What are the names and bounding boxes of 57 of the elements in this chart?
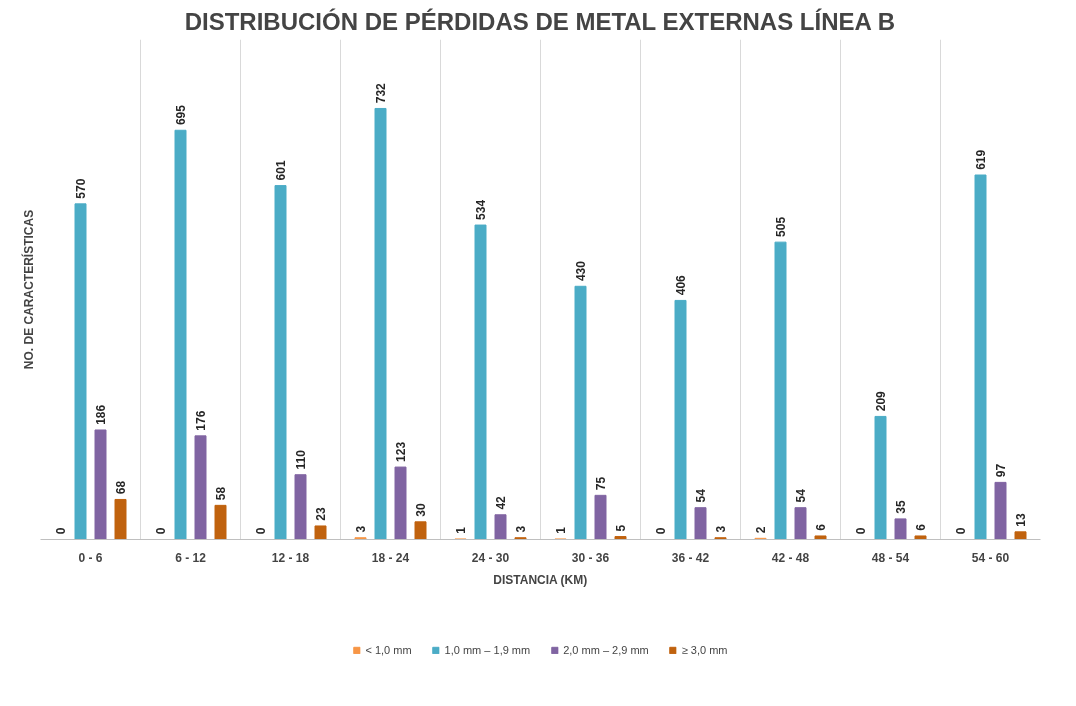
data-label: 732 [374, 82, 388, 104]
x-tick-label: 24 - 30 [471, 550, 510, 565]
data-label: 406 [674, 274, 688, 296]
data-label: 13 [1014, 513, 1028, 527]
data-label: 110 [294, 449, 308, 470]
legend-label: < 1,0 mm [365, 643, 412, 656]
data-label: 1 [454, 526, 468, 534]
data-label: 123 [394, 441, 408, 462]
x-tick-label: 36 - 42 [671, 550, 710, 565]
data-label: 23 [314, 507, 328, 521]
x-tick-label: 18 - 24 [371, 550, 410, 565]
data-label: 430 [574, 260, 588, 282]
data-label: 0 [54, 527, 68, 535]
legend-label: 2,0 mm – 2,9 mm [563, 643, 649, 656]
x-tick-label: 0 - 6 [78, 550, 103, 565]
data-label: 42 [494, 495, 508, 510]
legend-label: 1,0 mm – 1,9 mm [444, 643, 531, 656]
data-label: 54 [794, 488, 808, 503]
legend-label: ≥ 3,0 mm [681, 643, 728, 656]
data-label: 6 [814, 523, 828, 531]
data-label: 0 [254, 527, 268, 535]
data-label: 534 [474, 199, 488, 220]
x-tick-label: 6 - 12 [175, 550, 207, 565]
data-label: 619 [974, 149, 988, 170]
data-label: 3 [714, 525, 728, 533]
data-label: 54 [694, 488, 708, 503]
data-label: 209 [874, 390, 888, 412]
data-label: 601 [274, 160, 288, 181]
data-label: 570 [74, 178, 88, 199]
data-label: 186 [94, 404, 108, 425]
x-tick-label: 54 - 60 [971, 550, 1010, 565]
x-tick-label: 42 - 48 [771, 550, 810, 565]
data-label: 1 [554, 526, 568, 534]
data-label: 3 [514, 525, 528, 533]
data-label: 505 [774, 216, 788, 237]
x-axis-title: DISTANCIA (KM) [493, 572, 588, 587]
x-tick-label: 30 - 36 [571, 550, 610, 565]
data-label: 3 [354, 525, 368, 533]
data-label: 68 [114, 480, 128, 495]
data-label: 0 [154, 527, 168, 535]
data-label: 176 [194, 410, 208, 431]
chart-title: DISTRIBUCIÓN DE PÉRDIDAS DE METAL EXTERNAS LÍNEA B [184, 7, 895, 35]
data-label: 5 [614, 524, 628, 532]
data-label: 30 [414, 502, 428, 517]
x-tick-label: 12 - 18 [271, 550, 310, 565]
data-label: 0 [854, 527, 868, 535]
data-label: 0 [954, 527, 968, 535]
x-tick-label: 48 - 54 [871, 550, 910, 565]
data-label: 2 [754, 526, 768, 534]
data-label: 75 [594, 476, 608, 491]
data-label: 0 [654, 527, 668, 535]
data-label: 695 [174, 104, 188, 126]
y-axis-title: NO. DE CARACTERÍSTICAS [20, 209, 36, 370]
data-label: 58 [214, 486, 228, 501]
data-label: 35 [894, 500, 908, 514]
data-label: 97 [994, 463, 1008, 478]
data-label: 6 [914, 523, 928, 531]
